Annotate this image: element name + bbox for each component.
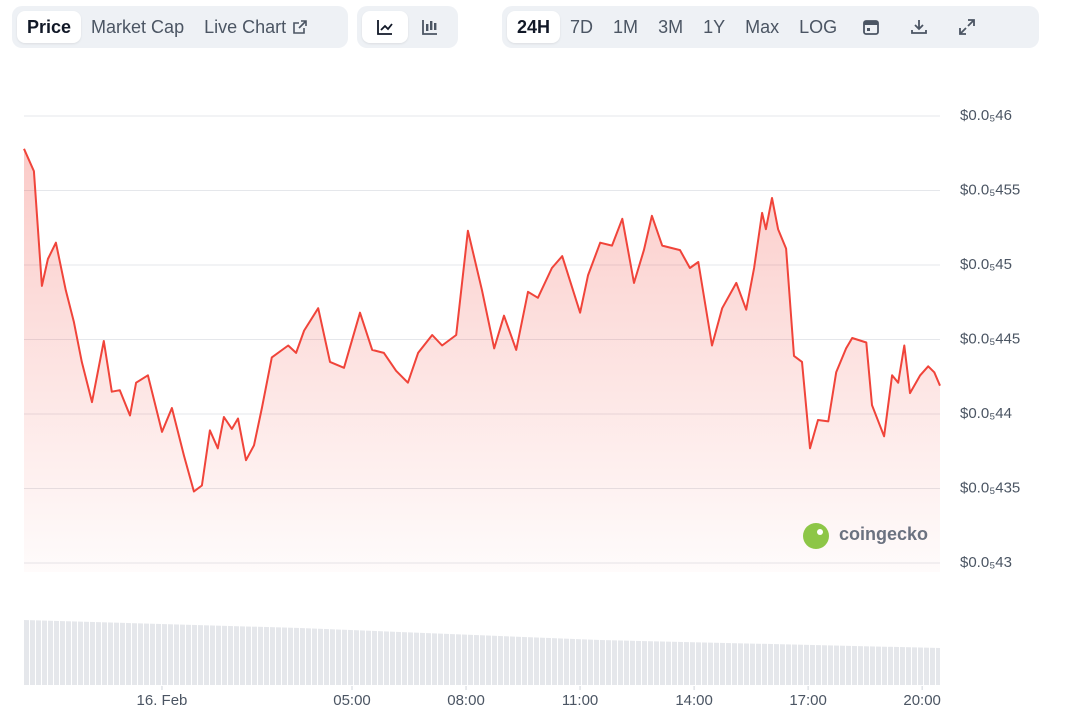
tab-button[interactable]: 24H (507, 11, 561, 43)
tab-button[interactable]: Market Cap (81, 11, 194, 43)
x-tick-label: 11:00 (562, 692, 598, 709)
tab-label: Price (27, 16, 72, 37)
logo-eye (817, 529, 823, 535)
y-tick-label: $0.0₅445 (960, 330, 1020, 347)
tab-label: 1Y (703, 16, 726, 37)
tab-label: 1M (613, 16, 639, 37)
price-line (23, 148, 941, 493)
tab-label: Live Chart (204, 16, 287, 37)
fullscreen-button[interactable] (943, 11, 991, 43)
x-tick-label: 16. Feb (137, 692, 188, 709)
candle-chart-button[interactable] (408, 11, 454, 43)
y-tick-label: $0.0₅43 (960, 554, 1012, 571)
y-tick-label: $0.0₅45 (960, 256, 1012, 273)
range-tabs: 24H 7D 1M 3M 1Y Max LOG (502, 6, 1039, 48)
tab-button[interactable]: Price (17, 11, 82, 43)
tab-button[interactable]: LOG (789, 11, 847, 43)
tab-button[interactable]: Max (735, 11, 789, 43)
line-chart-button[interactable] (362, 11, 408, 43)
watermark-text: coingecko (839, 524, 928, 544)
chart-style-tabs (357, 6, 458, 48)
calendar-icon (863, 20, 880, 35)
tab-button[interactable]: 3M (648, 11, 693, 43)
tab-label: Max (745, 16, 780, 37)
external-icon (293, 20, 307, 34)
candle-icon (422, 20, 438, 35)
y-tick-label: $0.0₅455 (960, 181, 1020, 198)
tab-label: 24H (517, 16, 551, 37)
y-tick-label: $0.0₅44 (960, 405, 1012, 422)
tab-label: 7D (570, 16, 594, 37)
tab-label: Market Cap (91, 16, 185, 37)
tab-button[interactable]: 7D (560, 11, 603, 43)
tab-label: LOG (799, 16, 838, 37)
view-tabs: Price Market Cap Live Chart (12, 6, 348, 48)
x-tick-label: 05:00 (333, 692, 371, 709)
fullscreen-icon (959, 19, 976, 35)
x-tick-label: 08:00 (447, 692, 485, 709)
watermark: coingecko (803, 523, 928, 549)
line-icon (376, 20, 393, 35)
volume-bars (24, 620, 940, 685)
logo (803, 523, 829, 549)
calendar-button[interactable] (847, 11, 895, 43)
tab-label: 3M (658, 16, 684, 37)
y-tick-label: $0.0₅435 (960, 479, 1020, 496)
download-icon (911, 20, 928, 34)
y-tick-label: $0.0₅46 (960, 107, 1012, 124)
x-tick-label: 20:00 (903, 692, 941, 709)
tab-button[interactable]: Live Chart (194, 11, 318, 43)
download-button[interactable] (895, 11, 943, 43)
x-tick-label: 14:00 (675, 692, 713, 709)
tab-button[interactable]: 1M (603, 11, 648, 43)
x-tick-label: 17:00 (789, 692, 827, 709)
tab-button[interactable]: 1Y (693, 11, 735, 43)
area-fill (24, 148, 940, 573)
